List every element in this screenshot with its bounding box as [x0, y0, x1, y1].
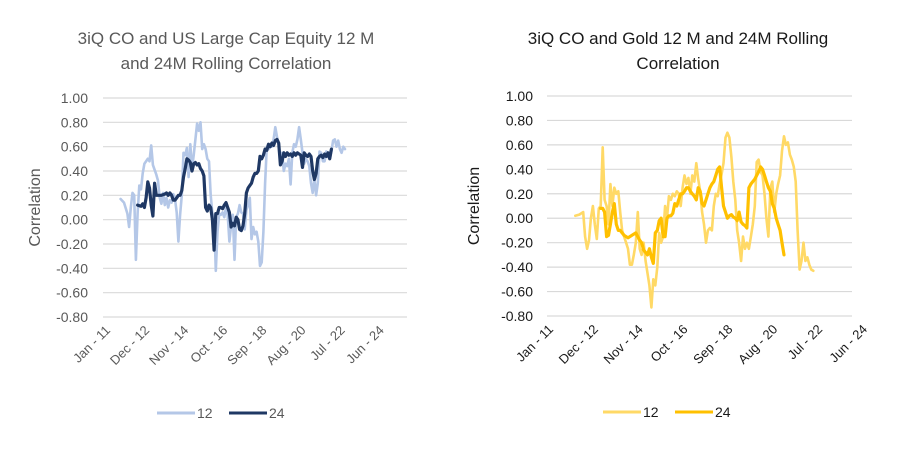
- y-tick-label: -0.60: [56, 285, 88, 301]
- legend-label: 12: [643, 404, 659, 420]
- x-tick-label: Dec - 12: [556, 322, 601, 367]
- x-tick-label: Jan - 11: [513, 322, 556, 365]
- y-tick-label: -0.20: [501, 235, 533, 251]
- legend-item-24: 24: [675, 404, 731, 420]
- chart-title-line-2: and 24M Rolling Correlation: [120, 54, 332, 73]
- y-axis-label: Correlation: [27, 168, 44, 246]
- y-tick-label: -0.40: [56, 260, 88, 276]
- series-line-24: [599, 165, 786, 265]
- chart-title-line-1: 3iQ CO and US Large Cap Equity 12 M: [77, 29, 375, 48]
- x-tick-label: Jul - 22: [307, 323, 348, 364]
- x-tick-label: Oct - 16: [647, 322, 690, 365]
- x-tick-label: Aug - 20: [263, 323, 308, 368]
- series-line-24: [136, 137, 333, 252]
- y-tick-label: 0.20: [506, 186, 533, 202]
- y-tick-label: 0.40: [506, 161, 533, 177]
- legend-label: 24: [269, 405, 285, 421]
- chart-title: 3iQ CO and Gold 12 M and 24M Rolling Cor…: [452, 26, 904, 76]
- y-tick-label: 0.00: [506, 210, 533, 226]
- x-tick-label: Jun - 24: [826, 322, 870, 366]
- legend-item-24: 24: [229, 405, 285, 421]
- x-tick-label: Sep - 18: [690, 322, 735, 367]
- chart-title-line-1: 3iQ CO and Gold 12 M and 24M Rolling: [527, 29, 829, 48]
- legend-item-12: 12: [603, 404, 659, 420]
- y-tick-label: 1.00: [61, 90, 88, 106]
- y-tick-label: -0.80: [501, 308, 533, 324]
- y-tick-label: 0.60: [506, 137, 533, 153]
- y-axis-label: Correlation: [466, 167, 483, 245]
- chart-gold: 3iQ CO and Gold 12 M and 24M Rolling Cor…: [452, 0, 904, 452]
- x-tick-label: Aug - 20: [735, 322, 780, 367]
- x-tick-label: Jan - 11: [70, 323, 113, 366]
- chart-plot: 1.00 0.80 0.60 0.40 0.20 0.00 -0.20 -0.40 -0.60 -…: [27, 90, 407, 421]
- y-tick-label: -0.40: [501, 259, 533, 275]
- y-tick-label: 0.40: [61, 163, 88, 179]
- x-tick-label: Jul - 22: [784, 322, 825, 363]
- x-tick-label: Oct - 16: [187, 323, 230, 366]
- y-tick-label: -0.20: [56, 236, 88, 252]
- chart-title-line-2: Correlation: [636, 54, 720, 73]
- chart-us-large-cap: 3iQ CO and US Large Cap Equity 12 M and …: [0, 26, 452, 421]
- y-tick-label: -0.60: [501, 284, 533, 300]
- x-tick-label: Jun - 24: [343, 323, 387, 367]
- y-tick-label: 0.60: [61, 139, 88, 155]
- legend-label: 12: [197, 405, 213, 421]
- x-tick-label: Dec - 12: [107, 323, 152, 368]
- y-tick-label: 0.80: [506, 112, 533, 128]
- y-tick-label: -0.80: [56, 309, 88, 325]
- legend-item-12: 12: [157, 405, 213, 421]
- y-tick-label: 0.80: [61, 114, 88, 130]
- chart-plot: 1.00 0.80 0.60 0.40 0.20 0.00 -0.20 -0.40 -0.60 -…: [466, 88, 870, 420]
- y-tick-label: 0.00: [61, 212, 88, 228]
- legend-label: 24: [715, 404, 731, 420]
- x-tick-label: Nov - 14: [146, 323, 191, 368]
- y-tick-label: 1.00: [506, 88, 533, 104]
- y-tick-label: 0.20: [61, 187, 88, 203]
- chart-title: 3iQ CO and US Large Cap Equity 12 M and …: [0, 26, 452, 76]
- x-tick-label: Nov - 14: [600, 322, 645, 367]
- x-tick-label: Sep - 18: [224, 323, 269, 368]
